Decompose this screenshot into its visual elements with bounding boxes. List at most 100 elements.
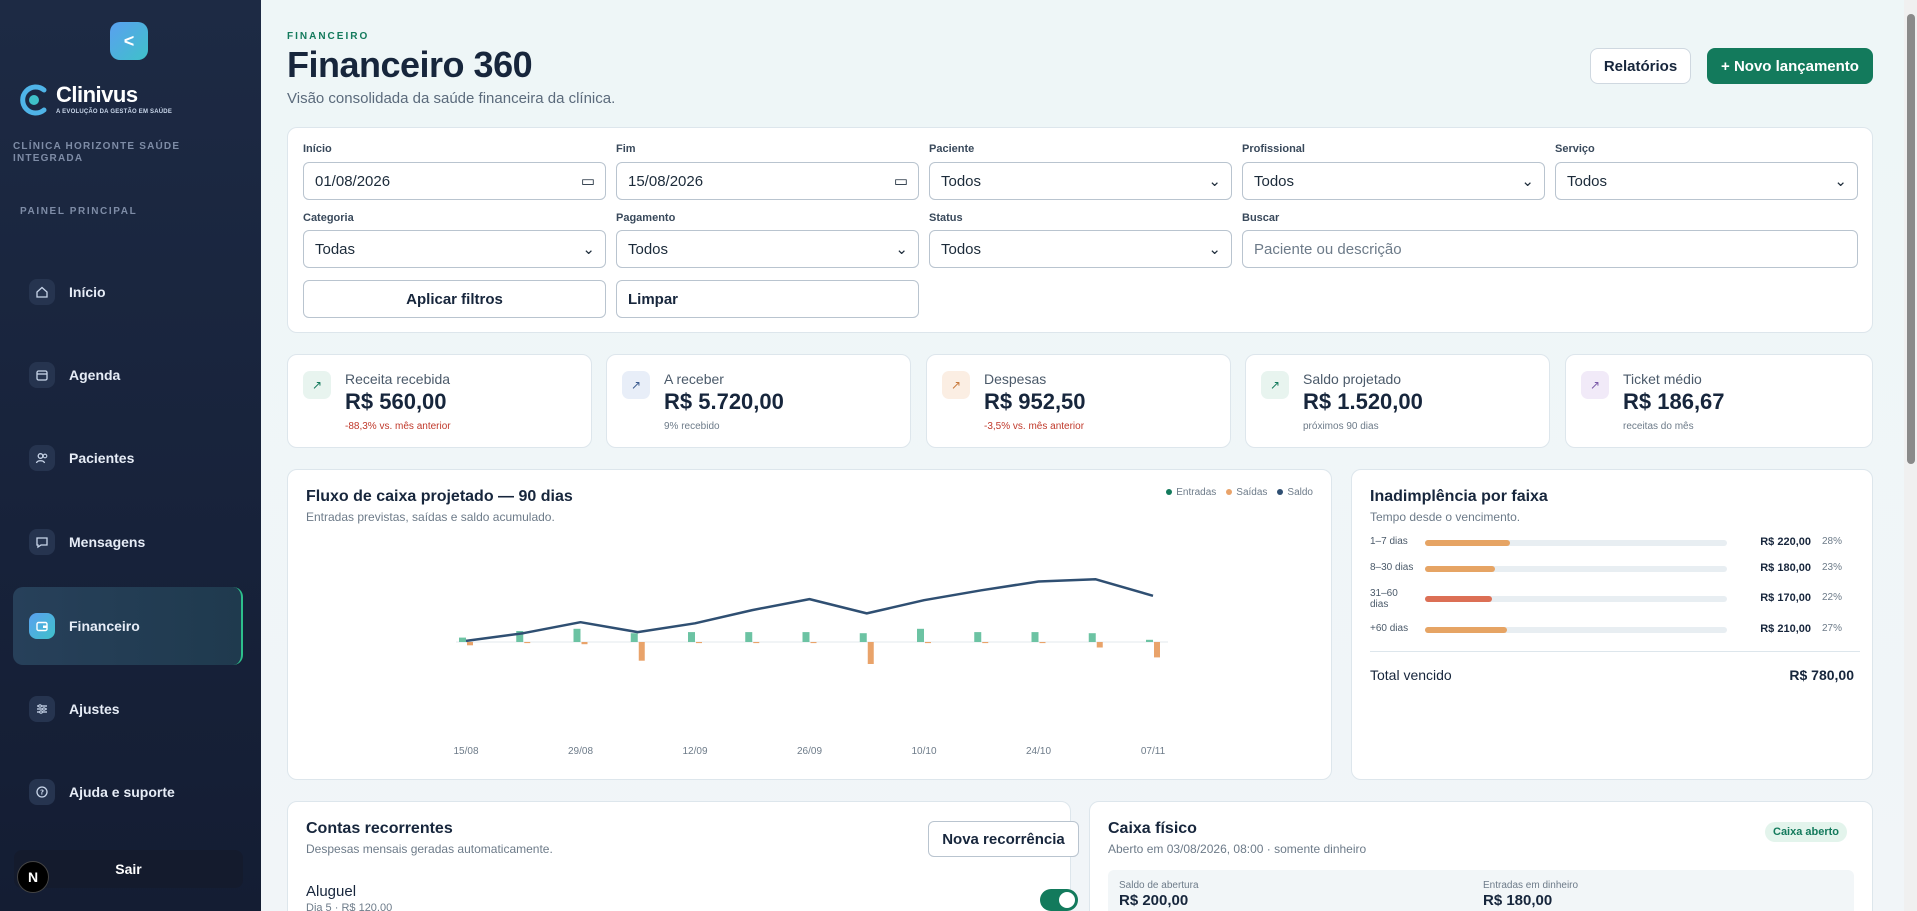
search-placeholder: Paciente ou descrição (1254, 240, 1402, 258)
service-select[interactable]: Todos ⌄ (1555, 162, 1858, 200)
nav-section-label: PAINEL PRINCIPAL (20, 206, 138, 217)
recurrence-toggle[interactable] (1040, 889, 1078, 911)
sidebar-item-label: Pacientes (69, 450, 135, 466)
new-entry-button[interactable]: + Novo lançamento (1707, 48, 1873, 84)
apply-filters-button[interactable]: Aplicar filtros (303, 280, 606, 318)
kpi-label: Saldo projetado (1303, 371, 1402, 387)
category-select[interactable]: Todas ⌄ (303, 230, 606, 268)
cash-status-badge: Caixa aberto (1765, 822, 1848, 842)
inflow-bar (917, 628, 924, 642)
inflow-bar (859, 633, 867, 642)
sliders-icon (29, 696, 55, 722)
chevron-down-icon: ⌄ (1521, 173, 1534, 190)
status-select[interactable]: Todos ⌄ (929, 230, 1232, 268)
cash-summary: Saldo de abertura R$ 200,00 Entradas em … (1108, 870, 1854, 911)
sidebar-item-financeiro[interactable]: Financeiro (13, 587, 243, 665)
sidebar-item-mensagens[interactable]: Mensagens (13, 503, 243, 581)
sidebar-item-label: Agenda (69, 367, 121, 383)
chart-subtitle: Entradas previstas, saídas e saldo acumu… (306, 510, 555, 524)
bucket-amount: R$ 220,00 (1760, 536, 1811, 548)
outflow-bar (1039, 642, 1046, 644)
users-icon (29, 445, 55, 471)
patient-select[interactable]: Todos ⌄ (929, 162, 1232, 200)
sidebar-item-agenda[interactable]: Agenda (13, 336, 243, 414)
page-title: Financeiro 360 (287, 44, 533, 85)
calendar-icon[interactable]: ▭ (580, 173, 595, 190)
sidebar: < Clinivus A EVOLUÇÃO DA GESTÃO EM SAÚDE… (0, 0, 261, 911)
cash-title: Caixa físico (1108, 820, 1197, 837)
logo-mark-icon (20, 84, 47, 116)
sidebar-item-inicio[interactable]: Início (13, 253, 243, 331)
outflow-bar (810, 642, 817, 644)
chevron-left-icon: < (123, 30, 135, 51)
page-scrollbar[interactable] (1904, 0, 1917, 911)
delinquency-row: 1–7 dias R$ 220,00 28% (1370, 536, 1860, 556)
cashflow-chart-card: Fluxo de caixa projetado — 90 dias Entra… (287, 469, 1332, 780)
x-tick-label: 07/11 (1141, 746, 1166, 757)
kpi-note: 9% recebido (664, 421, 720, 432)
kpi-note: -3,5% vs. mês anterior (984, 421, 1085, 432)
x-tick-label: 29/08 (568, 746, 593, 757)
outflow-bar (753, 642, 760, 644)
outflow-bar (467, 642, 473, 646)
kpi-value: R$ 5.720,00 (664, 389, 784, 414)
service-value: Todos (1567, 172, 1608, 190)
x-tick-label: 15/08 (453, 746, 478, 757)
search-label: Buscar (1242, 212, 1280, 224)
bucket-percent: 27% (1822, 623, 1843, 634)
collapse-sidebar-button[interactable]: < (110, 22, 148, 60)
inflow-bar (745, 632, 753, 642)
inflow-bar (1146, 639, 1153, 642)
cash-subtitle: Aberto em 03/08/2026, 08:00 · somente di… (1108, 842, 1367, 856)
inflow-bar (573, 628, 581, 642)
scrollbar-thumb[interactable] (1907, 14, 1915, 464)
inflow-bar (974, 632, 982, 642)
user-badge-icon[interactable]: N (17, 861, 49, 893)
category-label: Categoria (303, 212, 354, 224)
service-label: Serviço (1555, 143, 1595, 155)
payment-value: Todos (628, 240, 669, 258)
help-icon: ? (29, 779, 55, 805)
end-date-input[interactable]: 15/08/2026 ▭ (616, 162, 919, 200)
kpi-card-expenses: ↗ Despesas R$ 952,50 -3,5% vs. mês anter… (926, 354, 1231, 448)
page-subtitle: Visão consolidada da saúde financeira da… (287, 90, 616, 107)
sidebar-item-ajuda[interactable]: ? Ajuda e suporte (13, 753, 243, 831)
professional-select[interactable]: Todos ⌄ (1242, 162, 1545, 200)
kpi-label: Ticket médio (1623, 371, 1702, 387)
kpi-value: R$ 560,00 (345, 389, 447, 414)
inflow-bar (630, 633, 638, 642)
home-icon (29, 279, 55, 305)
main-content: FINANCEIRO Financeiro 360 Visão consolid… (261, 0, 1904, 911)
new-recurrence-button[interactable]: Nova recorrência (928, 821, 1079, 857)
bucket-amount: R$ 180,00 (1760, 562, 1811, 574)
opening-balance-label: Saldo de abertura (1119, 880, 1199, 891)
inflow-bar (802, 632, 810, 642)
x-tick-label: 24/10 (1026, 746, 1051, 757)
logout-button[interactable]: Sair (14, 850, 243, 888)
bucket-percent: 28% (1822, 536, 1843, 547)
kpi-card-projected-balance: ↗ Saldo projetado R$ 1.520,00 próximos 9… (1245, 354, 1550, 448)
sidebar-item-pacientes[interactable]: Pacientes (13, 419, 243, 497)
outflow-bar (524, 642, 531, 644)
patient-value: Todos (941, 172, 982, 190)
bucket-bar-fill (1425, 566, 1495, 572)
outflow-bar (581, 642, 588, 645)
kpi-card-average-ticket: ↗ Ticket médio R$ 186,67 receitas do mês (1565, 354, 1873, 448)
payment-select[interactable]: Todos ⌄ (616, 230, 919, 268)
chevron-down-icon: ⌄ (582, 241, 595, 258)
reports-button[interactable]: Relatórios (1590, 48, 1691, 84)
calendar-icon (29, 362, 55, 388)
outflow-bar (1154, 642, 1160, 658)
clear-filters-button[interactable]: Limpar (616, 280, 919, 318)
x-tick-label: 10/10 (911, 746, 936, 757)
start-date-input[interactable]: 01/08/2026 ▭ (303, 162, 606, 200)
delinquency-subtitle: Tempo desde o vencimento. (1370, 510, 1521, 524)
bucket-bar-track (1425, 627, 1727, 633)
wallet-icon (29, 613, 55, 639)
sidebar-item-ajustes[interactable]: Ajustes (13, 670, 243, 748)
clinic-name: CLÍNICA HORIZONTE SAÚDE INTEGRADA (13, 141, 181, 164)
calendar-icon[interactable]: ▭ (893, 173, 908, 190)
legend-item-saldo: Saldo (1277, 487, 1313, 498)
search-input[interactable]: Paciente ou descrição (1242, 230, 1858, 268)
cashflow-chart: 15/08 29/08 12/09 26/09 10/10 24/10 07/11 (453, 578, 1168, 757)
